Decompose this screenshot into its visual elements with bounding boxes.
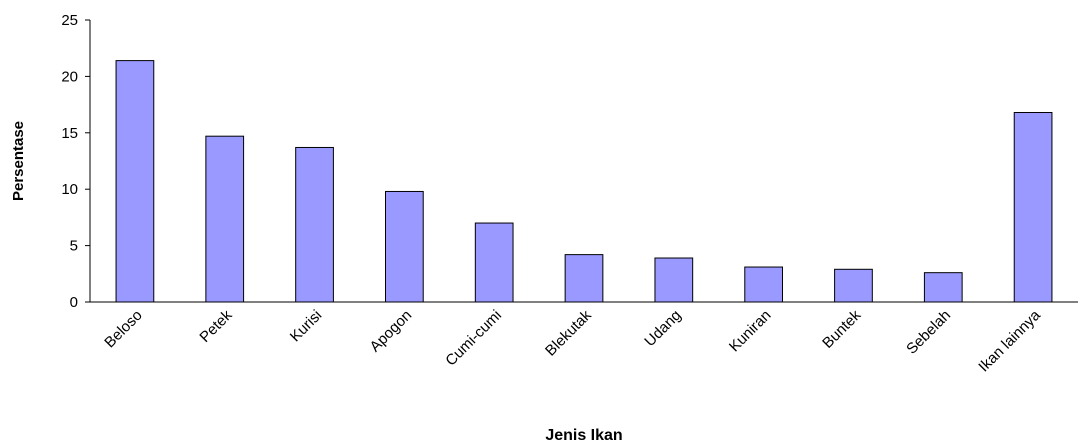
bar	[115, 60, 155, 303]
x-tick-label: Beloso	[101, 307, 145, 351]
x-tick-label: Cumi-cumi	[442, 307, 505, 370]
y-tick-label: 25	[61, 12, 78, 29]
bar	[654, 257, 694, 303]
bar	[385, 190, 424, 303]
y-tick-label: 0	[70, 294, 78, 311]
x-tick-label: Blekutak	[542, 306, 595, 359]
bar	[834, 268, 873, 303]
y-tick-label: 20	[61, 68, 78, 85]
bar	[205, 135, 245, 303]
y-tick-label: 15	[61, 125, 78, 142]
x-tick-label: Sebelah	[903, 307, 954, 358]
y-tick-label: 10	[61, 181, 78, 198]
bar	[564, 254, 604, 303]
x-tick-label: Ikan lainnya	[975, 306, 1044, 375]
x-tick-label: Udang	[641, 307, 684, 350]
y-axis-title: Persentase	[10, 121, 27, 201]
bar	[295, 146, 334, 303]
x-tick-label: Kuniran	[726, 307, 775, 356]
x-tick-label: Kurisi	[287, 307, 326, 346]
bar	[474, 222, 514, 303]
y-tick-label: 5	[70, 238, 78, 255]
bar	[1013, 111, 1053, 303]
bar	[923, 272, 963, 303]
x-tick-label: Petek	[196, 306, 235, 345]
bar	[744, 266, 783, 303]
x-tick-label: Apogon	[367, 307, 416, 356]
x-tick-label: Buntek	[819, 306, 864, 351]
x-axis-title: Jenis Ikan	[545, 427, 622, 444]
